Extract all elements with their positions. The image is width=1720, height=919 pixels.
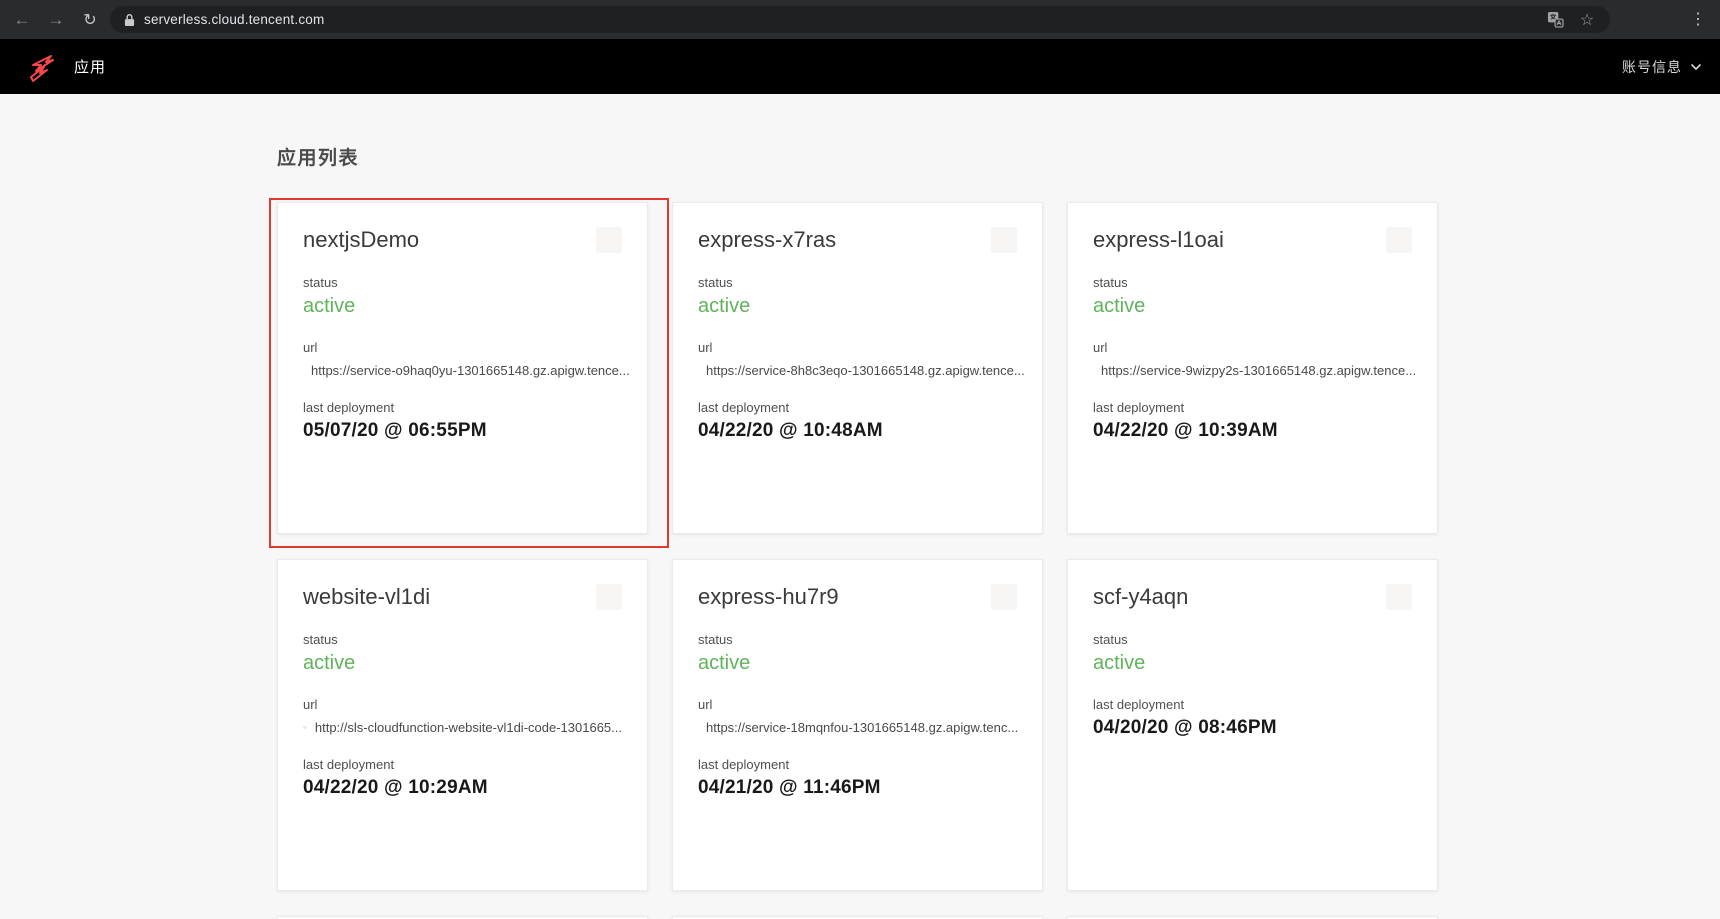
deploy-label: last deployment (1093, 400, 1185, 415)
url-label: url (1093, 340, 1108, 355)
status-label: status (303, 275, 338, 290)
deploy-label: last deployment (303, 757, 395, 772)
nav-item-apps[interactable]: 应用 (74, 59, 107, 76)
back-icon[interactable]: ← (13, 9, 31, 29)
deploy-date: 04/22/20 @ 10:39AM (1093, 420, 1278, 441)
card-action-icon[interactable] (991, 227, 1017, 253)
status-value: active (303, 652, 356, 674)
forward-icon[interactable]: → (47, 9, 65, 29)
app-card-express-hu7r9[interactable]: express-hu7r9 status active url https://… (672, 559, 1043, 891)
app-card-express-x7ras[interactable]: express-x7ras status active url https://… (672, 202, 1043, 534)
app-card-express-l1oai[interactable]: express-l1oai status active url https://… (1067, 202, 1438, 534)
app-card-partial[interactable] (672, 916, 1043, 919)
app-card-website-vl1di[interactable]: website-vl1di status active url http://s… (277, 559, 648, 891)
card-action-icon[interactable] (1386, 227, 1412, 253)
app-name: nextjsDemo (303, 227, 420, 252)
app-name: scf-y4aqn (1093, 584, 1189, 609)
card-action-icon[interactable] (1386, 584, 1412, 610)
main-content: 应用列表 nextjsDemo status active url https:… (0, 94, 1720, 919)
app-url-link[interactable]: https://service-9wizpy2s-1301665148.gz.a… (1101, 363, 1417, 378)
card-action-icon[interactable] (596, 227, 622, 253)
app-card-partial[interactable] (277, 916, 648, 919)
browser-toolbar: ← → ↻ serverless.cloud.tencent.com ☆ ⋮ (0, 0, 1720, 39)
app-name: express-x7ras (698, 227, 837, 252)
app-name: express-l1oai (1093, 227, 1224, 252)
serverless-logo[interactable] (22, 48, 60, 86)
app-card-partial[interactable] (1067, 916, 1438, 919)
deploy-date: 04/21/20 @ 11:46PM (698, 777, 881, 798)
deploy-date: 04/20/20 @ 08:46PM (1093, 717, 1277, 738)
address-bar[interactable]: serverless.cloud.tencent.com ☆ (110, 6, 1610, 33)
app-card-scf-y4aqn[interactable]: scf-y4aqn status active last deployment … (1067, 559, 1438, 891)
deploy-label: last deployment (1093, 697, 1185, 712)
lock-icon (124, 13, 135, 27)
app-name: website-vl1di (303, 584, 431, 609)
deploy-date: 05/07/20 @ 06:55PM (303, 420, 487, 441)
url-text[interactable]: serverless.cloud.tencent.com (144, 12, 325, 27)
app-header: 应用 账号信息 (0, 39, 1720, 94)
app-url-link[interactable]: https://service-18mqnfou-1301665148.gz.a… (706, 720, 1019, 735)
page-title: 应用列表 (277, 148, 360, 169)
bookmark-star-icon[interactable]: ☆ (1579, 11, 1595, 29)
app-url-link[interactable]: https://service-o9haq0yu-1301665148.gz.a… (311, 363, 630, 378)
browser-menu-icon[interactable]: ⋮ (1690, 11, 1706, 28)
account-menu[interactable]: 账号信息 (1622, 57, 1702, 77)
status-value: active (1093, 652, 1146, 674)
url-label: url (303, 340, 318, 355)
url-label: url (303, 697, 318, 712)
app-url-link[interactable]: http://sls-cloudfunction-website-vl1di-c… (314, 720, 622, 735)
deploy-date: 04/22/20 @ 10:48AM (698, 420, 883, 441)
status-value: active (698, 652, 751, 674)
status-label: status (303, 632, 338, 647)
deploy-date: 04/22/20 @ 10:29AM (303, 777, 488, 798)
url-label: url (698, 697, 713, 712)
translate-icon[interactable] (1546, 11, 1564, 29)
chevron-down-icon (1690, 63, 1702, 70)
status-label: status (698, 632, 733, 647)
status-label: status (1093, 632, 1128, 647)
app-card-nextjsdemo[interactable]: nextjsDemo status active url https://ser… (269, 198, 669, 548)
status-value: active (698, 295, 751, 317)
card-action-icon[interactable] (991, 584, 1017, 610)
card-action-icon[interactable] (596, 584, 622, 610)
status-value: active (303, 295, 356, 317)
deploy-label: last deployment (698, 757, 790, 772)
status-label: status (1093, 275, 1128, 290)
app-url-link[interactable]: https://service-8h8c3eqo-1301665148.gz.a… (706, 363, 1025, 378)
status-value: active (1093, 295, 1146, 317)
reload-icon[interactable]: ↻ (83, 11, 97, 29)
account-label: 账号信息 (1622, 58, 1682, 75)
deploy-label: last deployment (303, 400, 395, 415)
url-label: url (698, 340, 713, 355)
link-icon (303, 726, 307, 729)
app-card-grid: nextjsDemo status active url https://ser… (269, 198, 1438, 919)
deploy-label: last deployment (698, 400, 790, 415)
status-label: status (698, 275, 733, 290)
app-name: express-hu7r9 (698, 584, 839, 609)
